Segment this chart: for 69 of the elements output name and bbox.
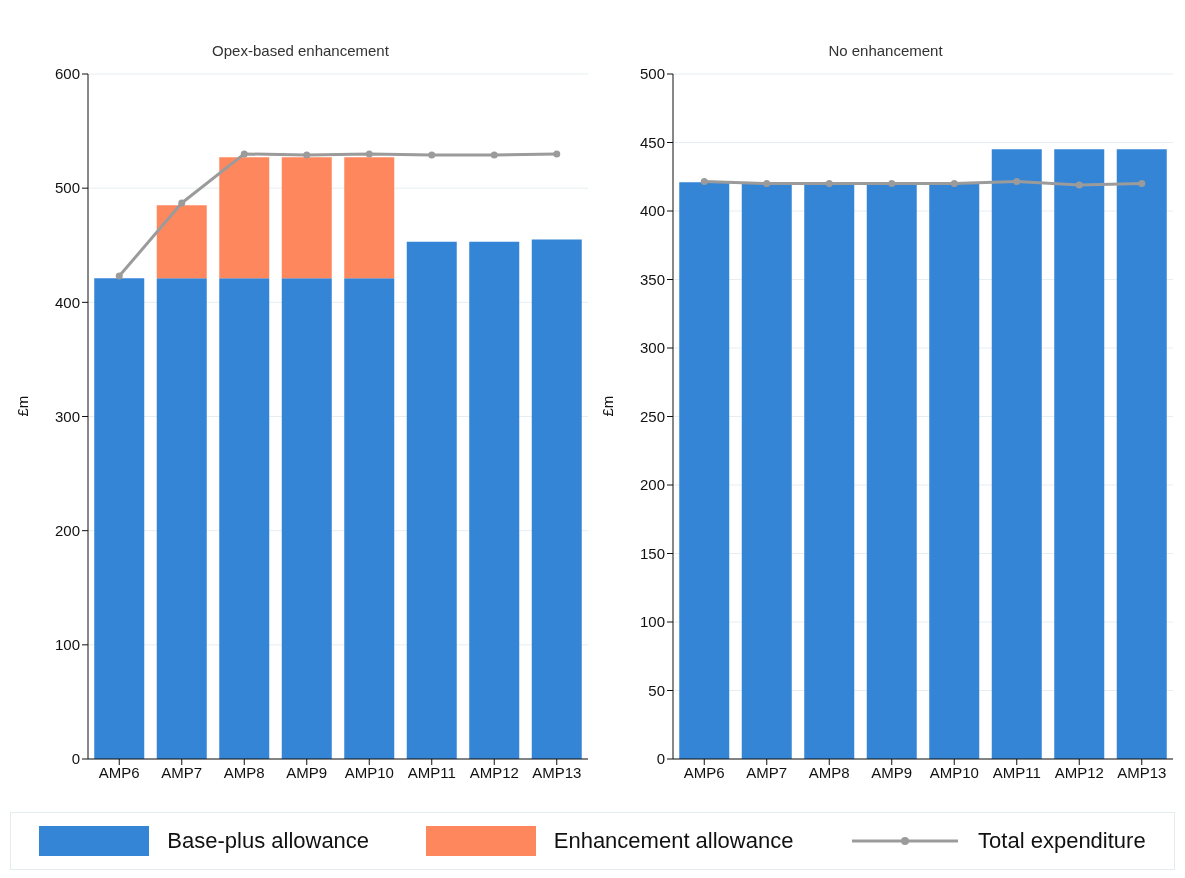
point [365,150,373,158]
bar [406,241,457,759]
x-tick-label: AMP9 [286,763,328,781]
x-tick-label: AMP10 [929,763,979,781]
chart-title: No enhancement [827,41,944,61]
y-tick-label: 600 [54,65,80,83]
bar [281,157,332,279]
bar [281,278,332,759]
point [428,151,436,159]
bar [469,241,520,759]
y-tick-label: 400 [54,293,80,311]
y-tick-label: 200 [54,521,80,539]
point [178,199,186,207]
x-tick-label: AMP12 [1054,763,1104,781]
point [553,150,561,158]
point [115,272,123,280]
bar [94,278,145,759]
bar [741,183,792,759]
y-tick-label: 100 [54,636,80,654]
x-tick-label: AMP8 [808,763,850,781]
bar [866,183,917,759]
bar [929,182,980,759]
bar [679,182,730,759]
bar [344,157,395,279]
bar [1054,149,1105,759]
point [490,151,498,159]
y-axis-title: £m [14,395,32,417]
y-tick-label: 100 [639,613,665,631]
x-tick-label: AMP6 [683,763,725,781]
bar [531,239,582,759]
x-tick-label: AMP13 [532,763,582,781]
y-tick-label: 50 [648,681,665,699]
legend-label: Base-plus allowance [167,828,370,854]
bar [991,149,1042,759]
x-tick-label: AMP13 [1117,763,1167,781]
bar [156,278,207,759]
x-tick-label: AMP11 [407,763,456,781]
bar [219,278,270,759]
x-tick-label: AMP9 [871,763,913,781]
y-tick-label: 350 [639,270,665,288]
y-tick-label: 500 [639,65,665,83]
y-tick-label: 300 [639,339,665,357]
y-axis-title: £m [599,395,617,417]
y-tick-label: 0 [71,750,80,768]
y-tick-label: 0 [656,750,665,768]
y-tick-label: 250 [639,407,665,425]
y-tick-label: 500 [54,179,80,197]
bar [344,278,395,759]
chart-title: Opex-based enhancement [211,41,390,61]
x-tick-label: AMP11 [992,763,1041,781]
x-tick-label: AMP10 [344,763,394,781]
x-tick-label: AMP6 [98,763,140,781]
y-tick-label: 300 [54,407,80,425]
bar [1116,149,1167,759]
x-tick-label: AMP8 [223,763,265,781]
y-tick-label: 200 [639,476,665,494]
bar [804,183,855,759]
legend-label: Total expenditure [978,828,1146,854]
x-tick-label: AMP7 [746,763,788,781]
bar [156,205,207,279]
point [303,151,311,159]
y-tick-label: 450 [639,133,665,151]
y-tick-label: 400 [639,202,665,220]
bar [219,157,270,279]
x-tick-label: AMP12 [469,763,519,781]
x-tick-label: AMP7 [161,763,203,781]
point [240,150,248,158]
y-tick-label: 150 [639,544,665,562]
legend-label: Enhancement allowance [553,828,794,854]
